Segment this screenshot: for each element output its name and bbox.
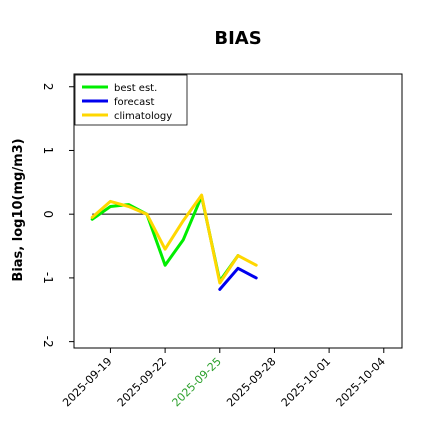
x-tick-label: 2025-09-28 — [224, 355, 278, 409]
legend-label-climatology: climatology — [114, 111, 172, 122]
y-tick-label: 0 — [41, 210, 55, 218]
x-axis: 2025-09-19 2025-09-22 2025-09-25 2025-09-28… — [60, 348, 388, 409]
x-tick-label: 2025-09-25 — [169, 355, 223, 409]
x-tick-label: 2025-09-19 — [60, 355, 114, 409]
x-tick-label: 2025-10-04 — [333, 355, 387, 409]
series-line-forecast — [218, 266, 258, 291]
y-axis-label: Bias, log10(mg/m3) — [11, 138, 26, 281]
y-tick-label: 1 — [41, 147, 55, 155]
x-tick-label: 2025-10-01 — [279, 355, 333, 409]
y-tick-label: -1 — [41, 272, 55, 284]
chart-title: BIAS — [214, 28, 261, 49]
legend-label-best-est: best est. — [114, 83, 157, 94]
legend: best est. forecast climatology — [74, 74, 188, 126]
y-tick-label: 2 — [41, 83, 55, 91]
plot-frame — [73, 73, 403, 349]
y-tick-label: -2 — [41, 336, 55, 348]
series-line-climatology — [90, 193, 258, 285]
series-layer — [90, 193, 258, 291]
y-axis: -2 -1 0 1 2 — [41, 83, 74, 348]
legend-label-forecast: forecast — [114, 97, 155, 108]
x-tick-label: 2025-09-22 — [115, 355, 169, 409]
